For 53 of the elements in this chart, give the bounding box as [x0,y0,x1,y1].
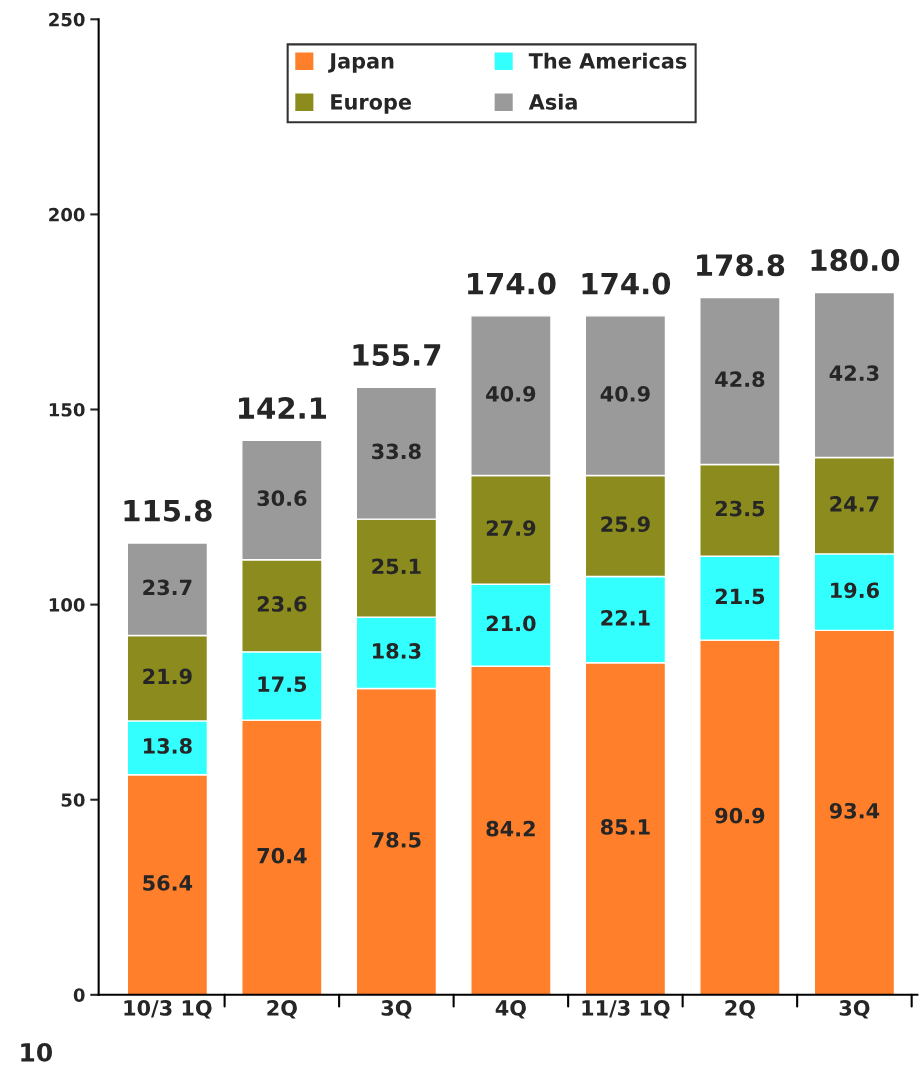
data-label: 23.6 [257,596,307,612]
total-label: 174.0 [582,272,671,295]
data-label: 17.5 [258,676,307,693]
data-label: 21.0 [486,615,536,632]
data-label: 25.9 [601,516,650,533]
total-label: 142.1 [239,397,326,419]
data-label: 90.9 [715,807,765,824]
total-label: 180.0 [811,249,900,272]
data-label: 70.4 [257,847,307,864]
data-label: 13.8 [144,738,192,754]
legend-label: Europe [331,94,412,114]
data-label: 42.3 [829,365,879,382]
data-label: 19.6 [831,582,879,599]
total-label: 155.7 [353,344,441,366]
x-tick-label: 11/3 1Q [582,1000,670,1019]
data-label: 27.9 [486,520,536,536]
data-label: 56.4 [143,875,193,891]
data-label: 25.1 [372,558,421,575]
data-label: 40.9 [600,385,650,402]
total-label: 174.0 [468,272,556,295]
x-tick-label: 10/3 1Q [124,1000,212,1019]
y-tick-label: 100 [49,598,85,612]
data-label: 84.2 [486,820,535,837]
x-tick-label: 3Q [839,1000,870,1019]
x-tick-label: 2Q [267,1000,297,1019]
y-tick-label: 200 [49,207,85,222]
data-label: 21.9 [143,668,192,685]
data-label: 93.4 [829,802,880,819]
x-tick-label: 2Q [725,1000,755,1019]
total-label: 115.8 [124,499,212,522]
data-label: 33.8 [372,443,421,460]
x-tick-label: 3Q [381,1000,412,1019]
y-tick-label: 150 [49,402,85,417]
data-label: 24.7 [830,495,879,512]
y-tick-label: 0 [73,988,85,1002]
legend-label: The Americas [528,52,687,69]
data-label: 23.7 [143,579,192,596]
data-label: 18.3 [373,643,421,659]
text: 10 [21,1042,53,1062]
x-tick-label: 4Q [495,1000,526,1019]
total-label: 178.8 [697,254,785,277]
data-label: 21.5 [715,588,765,605]
legend-label: Japan [328,53,394,73]
data-label: 78.5 [372,831,421,848]
data-label: 85.1 [600,819,650,835]
data-label: 30.6 [257,490,307,507]
y-tick-label: 250 [49,12,85,27]
data-label: 40.9 [486,385,536,402]
data-label: 23.5 [715,500,765,517]
data-label: 22.1 [601,609,650,626]
legend-label: Asia [528,93,577,110]
y-tick-label: 50 [61,793,85,807]
data-label: 42.8 [715,371,765,388]
